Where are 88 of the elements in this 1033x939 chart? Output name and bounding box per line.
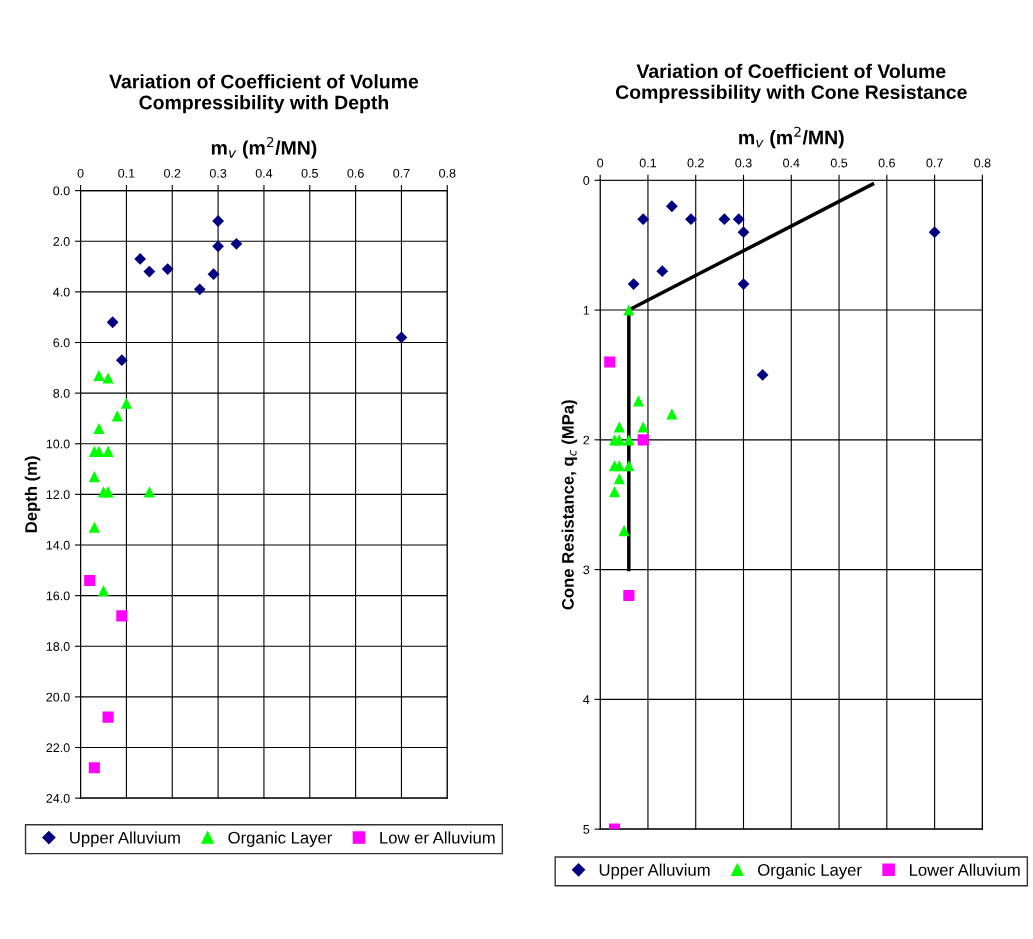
x-axis-title: m$_{v}$ (m$^{2}$/MN)	[211, 136, 317, 159]
point	[737, 278, 750, 290]
chart-title: Variation of Coefficient of Volume Compressibility with Depth	[109, 74, 419, 114]
point	[88, 762, 100, 774]
x-tick-label: 0.6	[878, 158, 895, 168]
point	[84, 574, 96, 587]
y-tick-label: 2.0	[53, 237, 70, 246]
x-tick-label: 0.5	[301, 168, 318, 178]
point	[207, 268, 220, 281]
point	[604, 356, 616, 368]
legend-label: Upper Alluvium	[599, 863, 710, 880]
y-tick-label: 16.0	[46, 591, 70, 601]
point	[116, 610, 128, 622]
y-axis-title: Cone Resistance, q$_{c}$ (MPa)	[561, 400, 578, 610]
point	[193, 283, 206, 296]
y-tick-label: 24.0	[46, 793, 70, 803]
y-tick-label: 22.0	[46, 743, 70, 753]
x-tick-label: 0	[597, 158, 604, 168]
y-tick-label: 4	[583, 695, 590, 704]
x-tick-label: 0.2	[687, 158, 704, 168]
point	[756, 369, 769, 381]
point	[212, 240, 224, 253]
point	[395, 331, 408, 344]
y-tick-label: 8.0	[53, 388, 70, 398]
x-tick-label: 0.3	[209, 168, 227, 178]
x-tick-label: 0.1	[639, 158, 657, 168]
x-tick-label: 0.4	[255, 168, 273, 178]
point	[102, 711, 114, 723]
x-tick-label: 0.5	[830, 158, 848, 168]
point	[623, 304, 635, 316]
point	[88, 521, 100, 533]
point	[928, 226, 941, 239]
y-tick-label: 0	[583, 176, 590, 185]
x-tick-label: 0.2	[164, 168, 181, 178]
x-tick-label: 0.3	[735, 158, 752, 168]
x-tick-label: 0.4	[783, 158, 800, 168]
point	[120, 397, 132, 409]
x-tick-label: 0.1	[118, 168, 135, 178]
point	[718, 213, 731, 226]
point	[93, 423, 105, 435]
y-tick-label: 12.0	[46, 490, 70, 500]
x-axis-title: m$_{v}$ (m$^{2}$/MN)	[739, 126, 844, 149]
y-tick-label: 2	[583, 435, 590, 445]
point	[732, 213, 745, 226]
point	[97, 585, 110, 597]
point	[230, 237, 243, 250]
x-tick-label: 0.8	[439, 168, 456, 178]
y-tick-label: 3	[583, 565, 590, 575]
x-tick-label: 0.7	[926, 158, 943, 168]
point	[106, 316, 119, 329]
point	[115, 354, 128, 367]
y-tick-label: 4.0	[53, 287, 70, 297]
point	[161, 263, 174, 275]
point	[143, 265, 156, 278]
point	[608, 486, 621, 498]
point	[102, 445, 114, 457]
point	[737, 226, 750, 239]
y-tick-label: 14.0	[46, 540, 70, 550]
point	[93, 369, 105, 381]
legend-label: Lower Alluvium	[909, 863, 1020, 876]
y-tick-label: 0.0	[53, 186, 70, 196]
point	[623, 590, 635, 602]
point	[685, 213, 697, 226]
y-tick-label: 6.0	[53, 338, 70, 348]
x-tick-label: 0.6	[347, 168, 364, 178]
point	[627, 278, 640, 290]
point	[665, 200, 678, 213]
chart-title: Variation of Coefficient of Volume Compressibility with Cone Resistance	[615, 63, 967, 103]
legend-label: Organic Layer	[758, 863, 862, 880]
legend-label: Upper Alluvium	[70, 831, 180, 847]
y-tick-label: 10.0	[46, 439, 70, 449]
legend-label: Organic Layer	[228, 831, 333, 847]
point	[618, 525, 630, 537]
y-tick-label: 18.0	[46, 642, 70, 651]
point	[637, 434, 649, 446]
point	[637, 213, 650, 226]
point	[102, 486, 114, 498]
x-tick-label: 0	[77, 168, 84, 178]
point	[134, 253, 147, 265]
x-tick-label: 0.7	[393, 168, 410, 178]
y-axis-title: Depth (m)	[24, 456, 41, 533]
y-tick-label: 5	[583, 825, 590, 834]
y-tick-label: 20.0	[46, 692, 70, 702]
legend-label: Low er Alluvium	[380, 831, 495, 844]
x-tick-label: 0.8	[974, 158, 991, 168]
y-tick-label: 1	[583, 305, 590, 315]
point	[656, 265, 669, 278]
point	[88, 471, 100, 483]
